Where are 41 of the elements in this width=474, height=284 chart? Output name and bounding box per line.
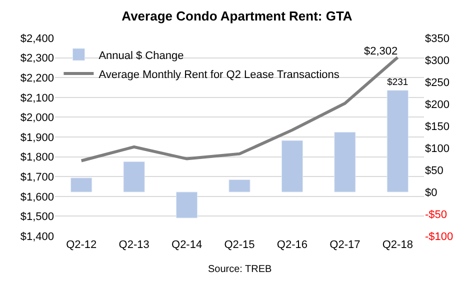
y-tick-label: $1,700 xyxy=(20,171,54,184)
y2-tick-label: -$50 xyxy=(425,208,448,221)
y-tick-label: $1,800 xyxy=(20,152,54,164)
x-tick-label: Q2-14 xyxy=(172,239,202,251)
bar xyxy=(334,132,356,192)
bar xyxy=(228,179,250,192)
y-tick-label: $1,500 xyxy=(20,211,54,224)
bar xyxy=(176,192,198,218)
y2-tick-label: $150 xyxy=(425,120,450,133)
y2-tick-label: $250 xyxy=(425,76,450,89)
y-tick-label: $2,200 xyxy=(20,72,54,84)
y2-tick-label: $350 xyxy=(425,32,450,45)
x-tick-label: Q2-17 xyxy=(330,239,360,251)
data-label: $231 xyxy=(387,76,408,88)
y2-tick-label: $50 xyxy=(425,164,444,177)
y2-tick-label: $200 xyxy=(425,98,450,111)
x-tick-label: Q2-16 xyxy=(276,239,308,251)
y-tick-label: $2,000 xyxy=(20,112,54,124)
x-tick-label: Q2-13 xyxy=(118,239,150,251)
y-tick-label: $2,300 xyxy=(20,52,54,65)
x-tick-label: Q2-12 xyxy=(66,239,97,251)
bar xyxy=(70,178,92,192)
bar xyxy=(281,140,304,192)
data-label: $2,302 xyxy=(364,46,398,58)
y2-tick-label: $300 xyxy=(425,54,450,67)
chart-title: Average Condo Apartment Rent: GTA xyxy=(122,8,353,24)
source-note: Source: TREB xyxy=(208,264,272,275)
bar xyxy=(123,161,145,192)
legend-label: Average Monthly Rent for Q2 Lease Transactions xyxy=(98,68,340,81)
y-tick-label: $1,900 xyxy=(20,132,54,144)
y-tick-label: $1,400 xyxy=(20,230,54,243)
y-tick-label: $2,100 xyxy=(20,92,54,104)
y-tick-label: $1,600 xyxy=(20,191,54,204)
legend-label: Annual $ Change xyxy=(98,50,184,62)
x-tick-label: Q2-18 xyxy=(382,239,413,251)
y2-tick-label: $0 xyxy=(425,186,438,199)
y-tick-label: $2,400 xyxy=(20,32,54,45)
bar xyxy=(386,90,408,192)
y2-tick-label: -$100 xyxy=(425,230,454,243)
x-tick-label: Q2-15 xyxy=(224,239,255,251)
y2-tick-label: $100 xyxy=(425,142,450,155)
